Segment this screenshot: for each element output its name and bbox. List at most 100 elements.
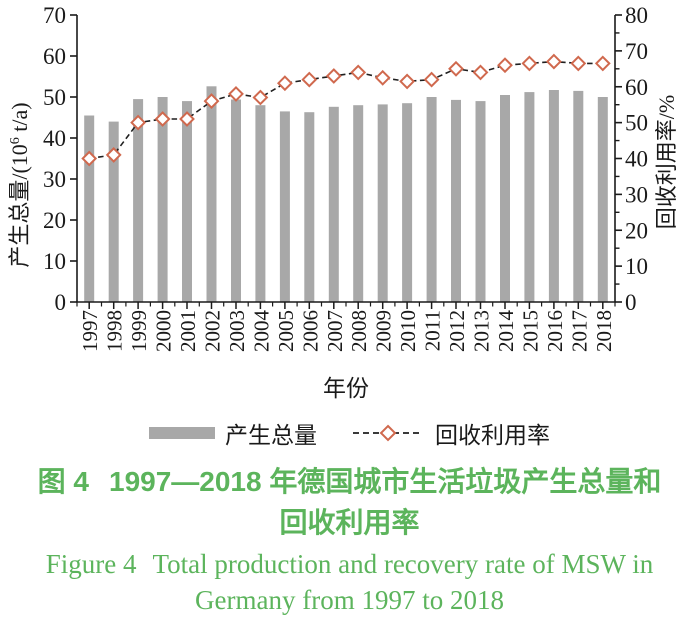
caption-en-line2: Germany from 1997 to 2018 bbox=[195, 585, 504, 615]
diamond-marker-2002 bbox=[203, 93, 220, 110]
diamond-marker-2004 bbox=[252, 89, 269, 106]
bar-2013 bbox=[475, 101, 486, 302]
bar-2012 bbox=[451, 99, 461, 303]
x-tick-label-2012: 2012 bbox=[445, 310, 469, 352]
diamond-marker-2001 bbox=[179, 111, 195, 127]
left-axis-title: 产生总量/(106 t/a) bbox=[7, 102, 32, 267]
legend-item-production: 产生总量 bbox=[149, 416, 317, 450]
left-tick-label-60: 60 bbox=[43, 44, 66, 69]
left-tick-label-70: 70 bbox=[43, 3, 66, 28]
right-tick-label-70: 70 bbox=[625, 39, 648, 64]
diamond-marker-1998 bbox=[105, 146, 122, 163]
diamond-marker-2008 bbox=[350, 64, 367, 81]
diamond-marker-2018 bbox=[594, 55, 611, 72]
bar-1997 bbox=[84, 115, 95, 302]
right-tick-label-50: 50 bbox=[625, 111, 648, 136]
bar-2008 bbox=[353, 105, 364, 302]
legend-bar-swatch bbox=[149, 427, 215, 439]
legend-diamond-marker bbox=[379, 424, 397, 442]
left-tick-label-30: 30 bbox=[43, 167, 66, 192]
bar-2014 bbox=[500, 95, 510, 302]
caption-zh: 图 4 1997—2018 年德国城市生活垃圾产生总量和 回收利用率 bbox=[0, 461, 699, 543]
right-axis-title: 回收利用率/% bbox=[654, 95, 679, 229]
right-tick-label-80: 80 bbox=[625, 3, 648, 28]
diamond-marker-2005 bbox=[276, 75, 293, 92]
bar-2005 bbox=[279, 111, 290, 303]
x-tick-label-2016: 2016 bbox=[543, 310, 567, 352]
x-tick-label-2009: 2009 bbox=[372, 310, 396, 352]
caption-zh-line2: 回收利用率 bbox=[279, 507, 420, 538]
x-tick-label-2004: 2004 bbox=[249, 310, 273, 353]
diamond-marker-1997 bbox=[81, 150, 98, 167]
right-tick-label-40: 40 bbox=[625, 147, 648, 172]
legend-label-recovery: 回收利用率 bbox=[435, 423, 550, 448]
left-tick-label-10: 10 bbox=[43, 249, 66, 274]
diamond-marker-2013 bbox=[472, 64, 489, 81]
x-tick-label-2014: 2014 bbox=[494, 310, 518, 353]
diamond-marker-1999 bbox=[130, 114, 147, 131]
diamond-marker-2015 bbox=[521, 55, 538, 72]
caption-en-number: Figure 4 bbox=[45, 549, 137, 579]
right-tick-label-60: 60 bbox=[625, 75, 648, 100]
legend-item-recovery: 回收利用率 bbox=[351, 416, 550, 450]
diamond-marker-2016 bbox=[545, 53, 562, 70]
right-tick-label-20: 20 bbox=[625, 218, 648, 243]
bar-2011 bbox=[426, 97, 437, 302]
x-tick-label-1998: 1998 bbox=[103, 310, 127, 352]
x-tick-label-2006: 2006 bbox=[298, 310, 322, 352]
x-tick-label-2010: 2010 bbox=[396, 310, 420, 352]
bar-2006 bbox=[304, 112, 315, 302]
bar-2016 bbox=[548, 90, 559, 302]
caption-en: Figure 4 Total production and recovery ra… bbox=[0, 546, 699, 618]
caption-zh-line1: 图 4 1997—2018 年德国城市生活垃圾产生总量和 bbox=[0, 461, 699, 502]
caption-en-text: Total production and recovery rate of MS… bbox=[152, 549, 654, 579]
x-tick-label-2005: 2005 bbox=[274, 310, 298, 352]
x-tick-label-2003: 2003 bbox=[225, 310, 249, 352]
diamond-marker-2003 bbox=[228, 85, 244, 102]
bar-2000 bbox=[157, 97, 168, 302]
x-tick-label-2000: 2000 bbox=[152, 310, 176, 352]
x-tick-label-2007: 2007 bbox=[323, 310, 347, 352]
x-tick-label-2013: 2013 bbox=[470, 310, 494, 352]
bar-2018 bbox=[597, 97, 608, 302]
bar-1999 bbox=[133, 99, 144, 302]
diamond-marker-2014 bbox=[497, 57, 513, 74]
x-tick-label-2018: 2018 bbox=[592, 310, 616, 352]
bar-2001 bbox=[182, 101, 192, 302]
bar-2015 bbox=[524, 92, 535, 302]
left-tick-label-0: 0 bbox=[55, 290, 67, 315]
bar-2002 bbox=[206, 86, 217, 302]
bar-2009 bbox=[377, 104, 388, 303]
legend: 产生总量 回收利用率 bbox=[0, 416, 699, 450]
diamond-marker-2000 bbox=[154, 111, 171, 127]
caption-zh-text: 1997—2018 年德国城市生活垃圾产生总量和 bbox=[109, 466, 662, 497]
diamond-marker-2011 bbox=[423, 71, 440, 88]
x-tick-label-2001: 2001 bbox=[176, 310, 200, 352]
diamond-marker-2009 bbox=[374, 69, 391, 86]
bar-2017 bbox=[573, 90, 584, 303]
diamond-marker-2012 bbox=[448, 60, 464, 77]
diamond-marker-2006 bbox=[301, 71, 318, 88]
bar-2003 bbox=[231, 99, 241, 302]
right-tick-label-10: 10 bbox=[625, 254, 648, 279]
bar-1998 bbox=[108, 121, 119, 302]
x-axis-title: 年份 bbox=[323, 376, 369, 401]
diamond-marker-2010 bbox=[399, 73, 416, 90]
recovery-line bbox=[89, 60, 603, 160]
left-tick-label-20: 20 bbox=[43, 208, 66, 233]
x-tick-label-1999: 1999 bbox=[127, 310, 151, 352]
x-tick-label-2008: 2008 bbox=[347, 310, 371, 352]
x-tick-label-2002: 2002 bbox=[201, 310, 225, 352]
legend-label-production: 产生总量 bbox=[225, 423, 317, 448]
diamond-marker-2017 bbox=[570, 55, 587, 72]
right-tick-label-0: 0 bbox=[625, 290, 637, 315]
x-tick-label-2015: 2015 bbox=[518, 310, 542, 352]
x-tick-label-2011: 2011 bbox=[421, 310, 445, 351]
caption-en-line1: Figure 4 Total production and recovery ra… bbox=[0, 546, 699, 582]
bar-2007 bbox=[328, 106, 339, 302]
caption-zh-number: 图 4 bbox=[37, 466, 89, 497]
bar-2004 bbox=[255, 105, 266, 302]
msw-chart: 0 10 20 30 40 50 60 70 0 10 20 30 40 50 60 70 80 1997 1998… bbox=[7, 3, 679, 401]
left-tick-label-50: 50 bbox=[43, 85, 66, 110]
